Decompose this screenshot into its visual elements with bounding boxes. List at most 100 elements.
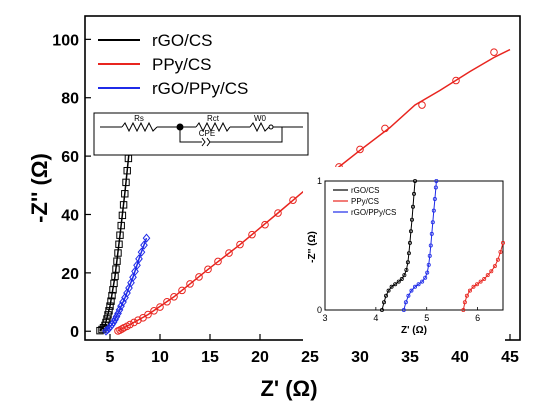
- inset-data-point: [467, 288, 472, 293]
- data-point: [248, 230, 256, 239]
- inset-data-point: [403, 300, 408, 305]
- main-y-axis: 0 20 40 60 80 100: [52, 32, 91, 341]
- inset-data-point: [408, 229, 413, 234]
- inset-plot-frame: [324, 180, 504, 311]
- data-point: [137, 247, 146, 257]
- inset-data-point: [384, 293, 389, 298]
- data-point: [261, 220, 269, 229]
- data-point: [452, 76, 460, 85]
- inset-data-point: [393, 282, 398, 287]
- series-rgo-cs: [96, 143, 134, 335]
- main-y-tick-label: 80: [61, 91, 79, 108]
- data-point: [150, 307, 158, 315]
- inset-data-point: [461, 307, 466, 312]
- data-point: [114, 308, 122, 319]
- inset-data-point: [401, 307, 406, 312]
- data-point: [110, 279, 118, 288]
- inset-y-tick-label: 1: [317, 176, 322, 186]
- data-point: [121, 190, 129, 198]
- data-point: [108, 291, 116, 300]
- main-x-tick-label: 40: [451, 349, 469, 366]
- inset-legend-label: PPy/CS: [351, 197, 379, 206]
- legend-label: PPy/CS: [152, 55, 212, 74]
- inset-x-axis: 3 4 5 6: [322, 307, 480, 323]
- main-y-tick-label: 60: [61, 149, 79, 166]
- main-y-tick-label: 20: [61, 266, 79, 283]
- inset-data-point: [433, 185, 438, 190]
- inset-data-point: [500, 240, 505, 245]
- data-point: [116, 231, 124, 239]
- main-x-tick-label: 15: [201, 349, 219, 366]
- inset-data-point: [399, 277, 404, 282]
- data-point: [104, 311, 112, 319]
- inset-data-point: [423, 275, 428, 280]
- inset-data-point: [410, 204, 415, 209]
- inset-data-point: [386, 288, 391, 293]
- inset-data-point: [430, 220, 435, 225]
- data-point: [163, 297, 171, 306]
- equivalent-circuit: Rs Rct W0 CPE: [93, 112, 309, 156]
- data-point: [204, 265, 212, 274]
- inset-data-point: [431, 208, 436, 213]
- warburg-w0-label: W0: [254, 114, 267, 123]
- inset-x-axis-title: Z' (Ω): [401, 325, 427, 336]
- data-point: [131, 266, 139, 277]
- legend-label: rGO/PPy/CS: [152, 79, 248, 98]
- data-point: [186, 280, 194, 288]
- cpe-label: CPE: [199, 129, 215, 138]
- cpe-element-left: [201, 137, 206, 147]
- inset-data-point: [402, 273, 407, 278]
- data-point: [133, 260, 141, 270]
- inset-data-point: [409, 217, 414, 222]
- inset-series: [379, 178, 505, 312]
- data-point: [214, 257, 222, 266]
- resistor-rct-label: Rct: [207, 114, 220, 123]
- data-point: [112, 265, 120, 273]
- data-point: [135, 254, 143, 264]
- data-point: [116, 326, 124, 334]
- fit-line: [105, 237, 148, 332]
- main-x-tick-label: 45: [501, 349, 519, 366]
- warburg-w0: [249, 121, 270, 133]
- data-point: [108, 319, 116, 330]
- inset-data-point: [405, 260, 410, 265]
- inset-data-point: [406, 293, 411, 298]
- main-x-tick-label: 35: [401, 349, 419, 366]
- inset-data-point: [428, 243, 433, 248]
- inset-x-tick-label: 3: [322, 313, 327, 323]
- data-point: [236, 240, 244, 249]
- inset-series-ppy-cs: [461, 240, 505, 312]
- inset-background: [303, 167, 505, 345]
- inset-data-point: [498, 249, 503, 254]
- inset-data-point: [396, 279, 401, 284]
- inset-data-point: [404, 268, 409, 273]
- inset-x-tick-label: 4: [373, 313, 378, 323]
- main-x-axis: 5 10 15 20 25 30 35 40 45: [106, 334, 519, 366]
- data-point: [178, 286, 186, 295]
- inset-fit-line: [462, 242, 504, 311]
- data-point: [195, 273, 203, 281]
- inset-data-point: [432, 197, 437, 202]
- resistor-rs: [121, 121, 158, 133]
- data-point: [103, 315, 111, 323]
- main-y-tick-label: 100: [52, 32, 79, 49]
- inset-data-point: [407, 240, 412, 245]
- data-point: [114, 249, 122, 257]
- cpe-branch: [179, 127, 202, 143]
- resistor-rct: [195, 121, 231, 133]
- inset-data-point: [413, 178, 418, 183]
- data-point: [225, 249, 233, 257]
- data-point: [274, 209, 282, 217]
- main-y-axis-title: -Z'' (Ω): [27, 153, 52, 223]
- inset-data-point: [413, 284, 418, 289]
- main-x-tick-label: 20: [251, 349, 269, 366]
- legend-label: rGO/CS: [152, 31, 212, 50]
- data-point: [117, 221, 125, 230]
- inset-data-point: [464, 293, 469, 298]
- inset-data-point: [379, 307, 384, 312]
- data-point: [111, 314, 119, 325]
- cpe-branch-return: [210, 127, 283, 143]
- inset-data-point: [389, 284, 394, 289]
- main-x-tick-label: 30: [351, 349, 369, 366]
